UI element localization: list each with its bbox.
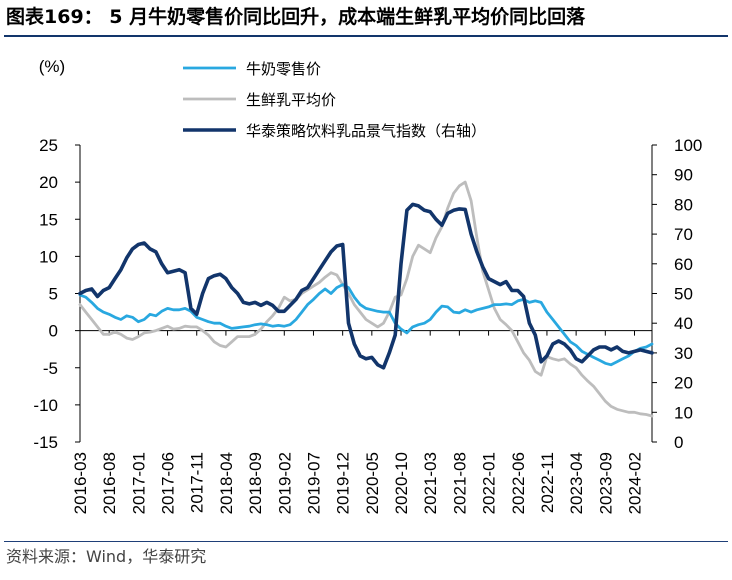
x-axis-tick-label: 2018-09 <box>246 452 265 514</box>
left-axis-tick-label: 5 <box>49 285 58 304</box>
right-axis-tick-label: 70 <box>674 225 693 244</box>
series-line-3 <box>78 202 654 370</box>
source-divider <box>4 541 728 542</box>
series-line-1 <box>78 283 654 367</box>
x-axis-tick-label: 2021-03 <box>421 452 440 514</box>
x-axis-tick-label: 2023-04 <box>567 452 586 514</box>
x-axis-tick-label: 2024-02 <box>625 452 644 514</box>
chart-title: 图表169： 5 月牛奶零售价同比回升，成本端生鲜乳平均价同比回落 <box>6 6 586 28</box>
left-axis-tick-label: -15 <box>33 433 58 452</box>
left-axis-tick-label: 0 <box>49 322 58 341</box>
left-axis-unit: (%) <box>39 57 65 76</box>
right-axis-tick-label: 20 <box>674 374 693 393</box>
right-axis-tick-label: 80 <box>674 195 693 214</box>
right-axis-tick-label: 0 <box>674 433 683 452</box>
legend-label: 华泰策略饮料乳品景气指数（右轴） <box>246 122 486 140</box>
left-axis-tick-label: -10 <box>33 396 58 415</box>
x-axis-tick-label: 2022-06 <box>509 452 528 514</box>
series-line-2 <box>78 180 654 418</box>
x-axis-tick-label: 2021-08 <box>450 452 469 514</box>
right-axis-tick-label: 100 <box>674 136 702 155</box>
left-axis-tick-label: 25 <box>39 136 58 155</box>
x-axis-tick-label: 2022-11 <box>538 452 557 513</box>
right-axis-tick-label: 10 <box>674 403 693 422</box>
x-axis-tick-label: 2016-08 <box>100 452 119 514</box>
x-axis-tick-label: 2020-05 <box>363 452 382 514</box>
left-axis-tick-label: 15 <box>39 210 58 229</box>
x-axis-tick-label: 2023-09 <box>596 452 615 514</box>
axes: 2520151050-5-10-151009080706050403020100… <box>33 136 702 514</box>
x-axis-tick-label: 2017-11 <box>188 452 207 513</box>
title-divider <box>4 35 728 37</box>
source-note: 资料来源：Wind，华泰研究 <box>6 547 207 566</box>
x-axis-tick-label: 2018-04 <box>217 452 236 514</box>
x-axis-tick-label: 2022-01 <box>480 452 499 514</box>
series-layer <box>78 180 654 418</box>
right-axis-tick-label: 50 <box>674 285 693 304</box>
legend-label: 生鲜乳平均价 <box>246 91 336 109</box>
left-axis-tick-label: 10 <box>39 247 58 266</box>
left-axis-tick-label: -5 <box>43 359 58 378</box>
x-axis-tick-label: 2019-02 <box>275 452 294 514</box>
right-axis-tick-label: 30 <box>674 344 693 363</box>
right-axis-tick-label: 90 <box>674 166 693 185</box>
right-axis-tick-label: 40 <box>674 314 693 333</box>
x-axis-tick-label: 2017-06 <box>159 452 178 514</box>
left-axis-tick-label: 20 <box>39 173 58 192</box>
x-axis-tick-label: 2020-10 <box>392 452 411 514</box>
x-axis-tick-label: 2019-07 <box>304 452 323 514</box>
x-axis-tick-label: 2017-01 <box>129 452 148 514</box>
x-axis-tick-label: 2016-03 <box>71 452 90 514</box>
legend-label: 牛奶零售价 <box>246 60 321 78</box>
x-axis-tick-label: 2019-12 <box>334 452 353 514</box>
right-axis-tick-label: 60 <box>674 255 693 274</box>
